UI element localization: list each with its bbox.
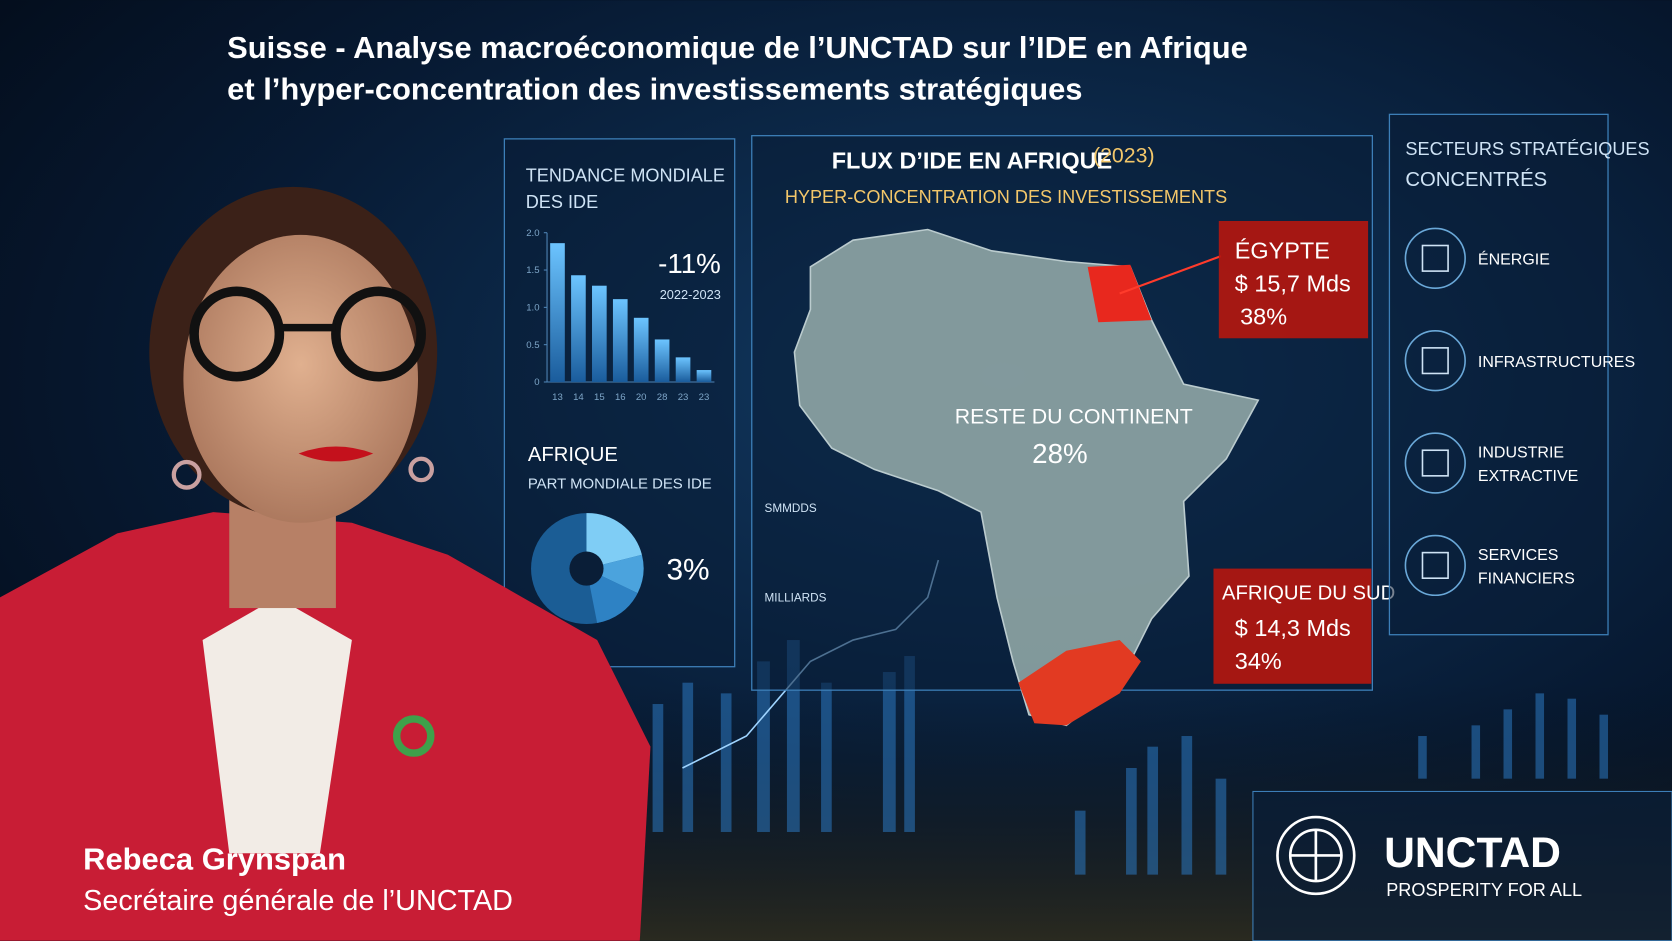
donut-chart [531, 513, 644, 625]
bar [592, 285, 607, 382]
south-africa-highlight [1018, 640, 1141, 726]
bar [612, 299, 628, 382]
sectors-panel [1388, 113, 1609, 636]
sector-icon [1404, 534, 1466, 597]
bar [550, 243, 565, 382]
trend-chart: 2.0 1.5 1.0 0.5 0 13 14 15 16 20 28 23 23 [526, 228, 715, 403]
sector-label: FINANCIERS [1478, 571, 1575, 588]
sector-label: INFRASTRUCTURES [1478, 354, 1635, 371]
bar [571, 275, 586, 382]
sector-label: SERVICES [1478, 547, 1559, 564]
title-line: Suisse - Analyse macroéconomique de l’UN… [227, 30, 1248, 65]
panel-title: CONCENTRÉS [1405, 168, 1547, 191]
sector-label: EXTRACTIVE [1478, 468, 1578, 485]
x-tick-label: 28 [657, 392, 668, 403]
bar [675, 357, 691, 382]
egypt-name: ÉGYPTE [1235, 237, 1330, 263]
egypt-share: 38% [1240, 303, 1287, 329]
change-value: -11% [658, 248, 721, 279]
logo-tagline: PROSPERITY FOR ALL [1386, 880, 1582, 900]
y-tick-label: 1.5 [526, 265, 539, 276]
bar [633, 317, 649, 382]
map-subtitle: HYPER-CONCENTRATION DES INVESTISSEMENTS [785, 187, 1227, 207]
sector-label: ÉNERGIE [1478, 250, 1550, 269]
sector-icon [1404, 330, 1466, 392]
rest-name: RESTE DU CONTINENT [955, 405, 1193, 429]
x-tick-label: 20 [636, 392, 647, 403]
un-emblem [1276, 815, 1356, 896]
sector-icon-glyph [1421, 449, 1449, 477]
portrait [0, 186, 651, 941]
person-role: Secrétaire générale de l’UNCTAD [83, 885, 513, 917]
bar [696, 370, 712, 382]
south-africa-name: AFRIQUE DU SUD [1222, 583, 1395, 605]
sector-list: ÉNERGIE INFRASTRUCTURES INDUSTRIE EXTRACTIV… [1404, 227, 1635, 597]
person-name: Rebeca Grynspan [83, 841, 346, 876]
panel-title: DES IDE [526, 192, 598, 212]
x-tick-label: 13 [552, 392, 563, 403]
bar [654, 339, 670, 382]
sector-icon [1404, 432, 1466, 494]
map-year: (2023) [1093, 143, 1155, 167]
egypt-box [1218, 220, 1369, 339]
sector-icon-glyph [1421, 244, 1449, 272]
sector-icon-glyph [1421, 347, 1449, 375]
side-label: MILLIARDS [765, 592, 827, 605]
share-title: AFRIQUE [528, 444, 618, 466]
logo-name: UNCTAD [1384, 829, 1561, 877]
x-tick-label: 23 [678, 392, 689, 403]
south-africa-amount: $ 14,3 Mds [1235, 615, 1351, 641]
callout-line [1119, 255, 1222, 295]
y-tick-label: 2.0 [526, 228, 539, 239]
side-label: SMMDDS [765, 502, 817, 515]
sector-icon [1404, 227, 1466, 289]
share-value: 3% [666, 553, 709, 586]
sector-label: INDUSTRIE [1478, 445, 1564, 462]
panel-title: TENDANCE MONDIALE [526, 166, 725, 186]
x-tick-label: 15 [594, 392, 605, 403]
x-tick-label: 16 [615, 392, 626, 403]
decorative-city-bars [652, 640, 1609, 875]
rest-share: 28% [1032, 438, 1087, 469]
africa-map [793, 228, 1260, 727]
x-tick-label: 23 [699, 392, 710, 403]
share-subtitle: PART MONDIALE DES IDE [528, 476, 712, 493]
panel-title: SECTEURS STRATÉGIQUES [1405, 139, 1649, 159]
map-title: FLUX D’IDE EN AFRIQUE [832, 148, 1112, 174]
title-line: et l’hyper-concentration des investissem… [227, 71, 1082, 106]
y-tick-label: 0.5 [526, 340, 539, 351]
south-africa-box [1213, 568, 1372, 684]
period: 2022-2023 [660, 287, 721, 302]
y-tick-label: 1.0 [526, 303, 539, 314]
y-tick-label: 0 [534, 377, 539, 388]
south-africa-share: 34% [1235, 648, 1282, 674]
sector-icon-glyph [1421, 551, 1449, 579]
egypt-amount: $ 15,7 Mds [1235, 270, 1351, 296]
x-tick-label: 14 [573, 392, 584, 403]
